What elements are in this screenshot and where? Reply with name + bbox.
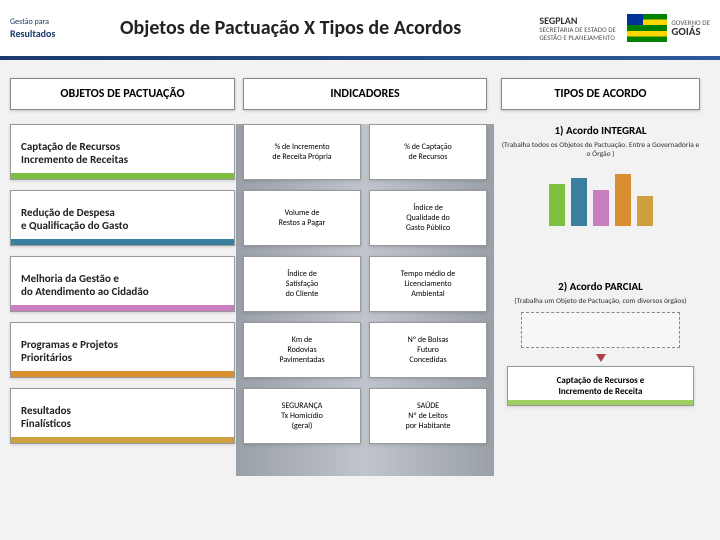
col-head-indicadores: INDICADORES <box>243 78 487 110</box>
objeto-row-2: Melhoria da Gestão edo Atendimento ao Ci… <box>10 256 235 312</box>
captacao-bar <box>508 400 693 405</box>
objeto-row-3: Programas e ProjetosPrioritários <box>10 322 235 378</box>
indicador-cell-b: Nº de BolsasFuturoConcedidas <box>369 322 487 378</box>
objeto-color-bar <box>11 371 234 377</box>
chart-bar-3 <box>615 174 631 226</box>
objeto-row-1: Redução de Despesae Qualificação do Gast… <box>10 190 235 246</box>
objeto-label-l1: Melhoria da Gestão e <box>21 272 224 285</box>
column-objetos: OBJETOS DE PACTUAÇÃO Captação de Recurso… <box>10 78 235 454</box>
acordo-parcial-placeholder <box>521 312 680 348</box>
objeto-label-l2: e Qualificação do Gasto <box>21 219 224 232</box>
logo-left-line1: Gestão para <box>10 17 100 27</box>
objeto-row-4: ResultadosFinalísticos <box>10 388 235 444</box>
objeto-label-l1: Captação de Recursos <box>21 140 224 153</box>
objeto-label-l2: do Atendimento ao Cidadão <box>21 285 224 298</box>
logo-left-line2: Resultados <box>10 27 100 40</box>
indicador-row-2: Índice deSatisfaçãodo ClienteTempo médio… <box>243 256 487 312</box>
acordo-parcial-title: 2) Acordo PARCIAL <box>501 280 700 293</box>
goias-flag-icon <box>627 14 667 42</box>
logo-left: Gestão para Resultados <box>10 8 100 48</box>
goias-text: GOVERNO DE GOIÁS <box>671 19 710 37</box>
acordo-parcial-sub: (Trabalha um Objeto de Pactuação, com di… <box>501 297 700 306</box>
acordo-integral-title: 1) Acordo INTEGRAL <box>501 124 700 137</box>
logo-right: SEGPLAN SECRETARIA DE ESTADO DE GESTÃO E… <box>539 14 710 42</box>
acordo-integral-chart <box>546 166 656 226</box>
captacao-box: Captação de Recursos e Incremento de Rec… <box>507 366 694 406</box>
indicador-cell-b: SAÚDENº de Leitospor Habitante <box>369 388 487 444</box>
column-indicadores: INDICADORES % de Incrementode Receita Pr… <box>235 78 495 454</box>
objeto-label-l1: Programas e Projetos <box>21 338 224 351</box>
objeto-row-0: Captação de RecursosIncremento de Receit… <box>10 124 235 180</box>
main-grid: OBJETOS DE PACTUAÇÃO Captação de Recurso… <box>0 60 720 464</box>
arrow-down-icon <box>596 354 606 362</box>
column-tipos: TIPOS DE ACORDO 1) Acordo INTEGRAL (Trab… <box>495 78 700 454</box>
chart-bar-1 <box>571 178 587 226</box>
chart-bar-0 <box>549 184 565 226</box>
col-head-tipos: TIPOS DE ACORDO <box>501 78 700 110</box>
chart-bar-4 <box>637 196 653 226</box>
indicador-row-4: SEGURANÇATx Homicídio(geral)SAÚDENº de L… <box>243 388 487 444</box>
objeto-label-l2: Prioritários <box>21 351 224 364</box>
objeto-label-l1: Redução de Despesa <box>21 206 224 219</box>
objeto-color-bar <box>11 305 234 311</box>
indicador-cell-b: % de Captaçãode Recursos <box>369 124 487 180</box>
acordo-integral-sub: (Trabalha todos os Objetos de Pactuação.… <box>501 141 700 160</box>
goias-name: GOIÁS <box>671 26 710 37</box>
objeto-color-bar <box>11 437 234 443</box>
captacao-l2: Incremento de Receita <box>514 386 687 397</box>
objeto-label-l1: Resultados <box>21 404 224 417</box>
col-head-objetos: OBJETOS DE PACTUAÇÃO <box>10 78 235 110</box>
indicador-cell-a: % de Incrementode Receita Própria <box>243 124 361 180</box>
objeto-label-l2: Finalísticos <box>21 417 224 430</box>
chart-bar-2 <box>593 190 609 226</box>
indicador-row-0: % de Incrementode Receita Própria% de Ca… <box>243 124 487 180</box>
segplan-desc: SECRETARIA DE ESTADO DE GESTÃO E PLANEJA… <box>539 25 616 42</box>
indicador-cell-a: Índice deSatisfaçãodo Cliente <box>243 256 361 312</box>
indicador-cell-b: Índice deQualidade doGasto Público <box>369 190 487 246</box>
captacao-l1: Captação de Recursos e <box>514 375 687 386</box>
objeto-color-bar <box>11 239 234 245</box>
indicador-cell-a: Km deRodoviasPavimentadas <box>243 322 361 378</box>
objeto-color-bar <box>11 173 234 179</box>
segplan-logo: SEGPLAN SECRETARIA DE ESTADO DE GESTÃO E… <box>539 15 619 41</box>
indicador-cell-b: Tempo médio deLicenciamentoAmbiental <box>369 256 487 312</box>
indicador-cell-a: SEGURANÇATx Homicídio(geral) <box>243 388 361 444</box>
indicador-cell-a: Volume deRestos a Pagar <box>243 190 361 246</box>
indicador-row-3: Km deRodoviasPavimentadasNº de BolsasFut… <box>243 322 487 378</box>
objeto-label-l2: Incremento de Receitas <box>21 153 224 166</box>
indicador-row-1: Volume deRestos a PagarÍndice deQualidad… <box>243 190 487 246</box>
page-title: Objetos de Pactuação X Tipos de Acordos <box>100 16 539 40</box>
header: Gestão para Resultados Objetos de Pactua… <box>0 0 720 60</box>
